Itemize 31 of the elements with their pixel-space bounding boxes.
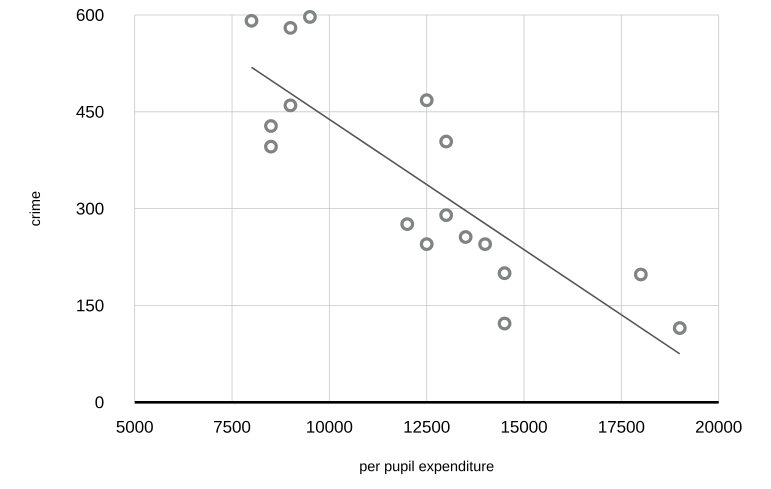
- x-tick-label: 7500: [214, 420, 250, 433]
- point: [672, 321, 687, 335]
- point: [400, 217, 414, 232]
- point: [303, 10, 317, 24]
- point: [458, 230, 473, 244]
- x-axis-title: per pupil expenditure: [360, 460, 494, 474]
- point: [420, 93, 434, 108]
- point: [284, 98, 298, 112]
- point: [284, 21, 298, 35]
- x-tick-label: 12500: [404, 420, 450, 433]
- point: [439, 208, 454, 222]
- y-tick-label: 150: [77, 299, 104, 312]
- x-tick-label: 20000: [696, 420, 742, 433]
- point: [498, 266, 512, 280]
- y-tick-label: 600: [76, 9, 104, 21]
- y-tick-label: 300: [76, 202, 104, 215]
- point: [498, 316, 512, 330]
- x-tick-label: 17500: [599, 420, 644, 433]
- point: [634, 268, 648, 282]
- point: [264, 119, 278, 133]
- point: [420, 237, 434, 252]
- y-tick-label: 0: [95, 396, 104, 408]
- point: [439, 134, 454, 148]
- x-tick-label: 15000: [502, 420, 547, 433]
- x-tick-label: 5000: [116, 420, 153, 433]
- x-tick-label: 10000: [307, 420, 352, 433]
- point: [244, 14, 258, 28]
- point: [478, 237, 492, 252]
- point: [264, 140, 278, 154]
- y-axis-title: crime: [29, 192, 40, 226]
- y-tick-label: 450: [76, 106, 104, 118]
